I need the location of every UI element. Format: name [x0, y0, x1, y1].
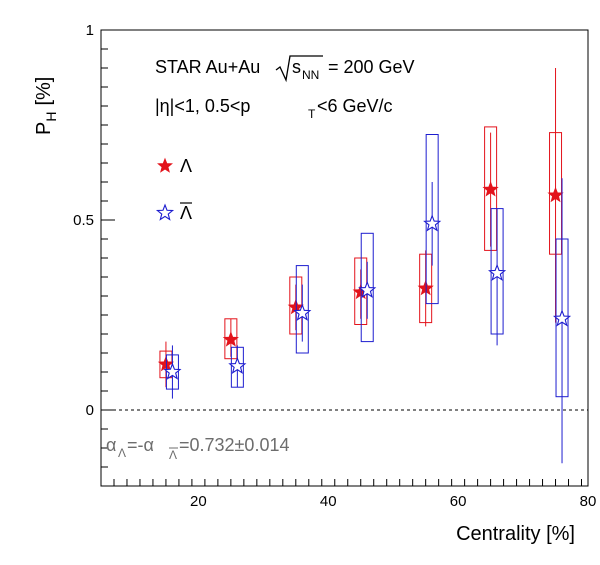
sys-error-box: [295, 265, 309, 354]
alpha-sub1: Λ: [118, 446, 126, 460]
data-point: [228, 356, 247, 375]
legend-label-lambda: Λ: [180, 156, 192, 176]
annotation-line1-suffix: = 200 GeV: [328, 57, 415, 77]
alpha-annotation: α Λ =-α Λ =0.732±0.014: [106, 435, 289, 462]
x-tick-label: 20: [190, 493, 207, 510]
sys-error-box: [230, 346, 244, 388]
legend: Λ Λ: [155, 156, 192, 223]
alpha-c: =0.732±0.014: [179, 435, 289, 455]
alpha-a: α: [106, 435, 116, 455]
y-tick-label: 1: [86, 22, 94, 39]
x-axis-title: Centrality [%]: [456, 523, 575, 545]
series-layer: [157, 68, 572, 464]
sqrt-sign-icon: [275, 55, 323, 83]
svg-text:PH[%]: PH [%]: [33, 77, 59, 135]
data-point: [358, 280, 377, 299]
series-antilambda: [163, 134, 572, 464]
data-point: [547, 186, 564, 203]
annotation-line1-prefix: STAR Au+Au: [155, 57, 260, 77]
x-tick-label: 80: [580, 493, 597, 510]
alpha-sub2: Λ: [169, 448, 177, 462]
x-tick-label: 40: [320, 493, 337, 510]
legend-marker-lambda: [157, 157, 173, 173]
annotation-line2-b: <6 GeV/c: [317, 96, 393, 116]
legend-marker-antilambda: [155, 203, 175, 221]
data-point: [293, 303, 312, 321]
data-point: [552, 309, 572, 327]
x-tick-label: 60: [450, 493, 467, 510]
y-tick-label: 0: [86, 402, 94, 419]
y-axis-title-sub: H: [43, 112, 59, 122]
data-point: [163, 362, 182, 380]
annotation-sqrt-s: s: [292, 57, 301, 77]
data-point: [222, 331, 239, 347]
legend-label-antilambda: Λ: [180, 203, 192, 223]
annotation-cuts: |η|<1, 0.5<p T <6 GeV/c: [155, 96, 393, 121]
sys-error-box: [425, 134, 439, 305]
y-axis-title-main: P: [33, 122, 55, 135]
sys-error-box: [165, 354, 179, 390]
data-point: [488, 263, 507, 281]
tick-labels: 20 40 60 80 0 0.5 1: [73, 22, 596, 510]
annotation-line2-sub: T: [308, 107, 316, 121]
y-axis-title-unit: [%]: [33, 77, 55, 106]
annotation-header: STAR Au+Au s NN = 200 GeV: [155, 55, 415, 83]
y-axis-title: PH [%]: [33, 77, 59, 135]
alpha-b: =-α: [127, 435, 154, 455]
annotation-line2-a: |η|<1, 0.5<p: [155, 96, 250, 116]
data-point: [482, 181, 499, 197]
axis-ticks: [100, 29, 583, 487]
data-point: [423, 214, 442, 232]
annotation-sqrt-sub: NN: [302, 68, 319, 82]
y-tick-label: 0.5: [73, 212, 94, 229]
